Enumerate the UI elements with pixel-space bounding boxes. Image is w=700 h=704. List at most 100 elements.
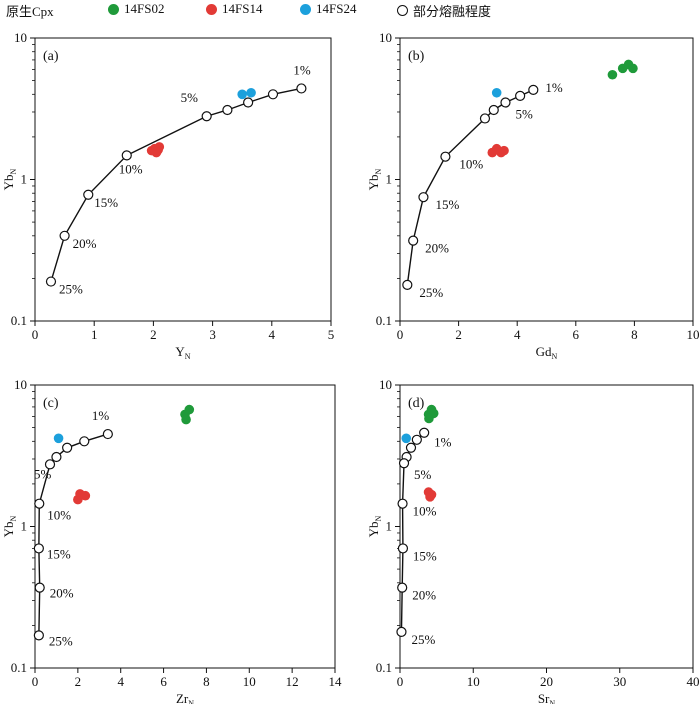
melting-label: 25% bbox=[49, 633, 73, 648]
x-tick-label: 10 bbox=[243, 674, 256, 689]
melting-curve-line bbox=[50, 87, 302, 282]
melting-label: 25% bbox=[411, 632, 435, 647]
melting-point bbox=[243, 97, 254, 108]
data-point-14fs24 bbox=[53, 433, 64, 444]
legend-item-14fs02: 14FS02 bbox=[108, 1, 164, 17]
x-tick-label: 20 bbox=[540, 674, 553, 689]
x-axis-title: ZrN bbox=[176, 691, 194, 704]
data-point-14fs02 bbox=[424, 413, 434, 424]
melting-point bbox=[79, 436, 90, 447]
legend-item-label: 14FS02 bbox=[124, 1, 165, 16]
y-tick-label: 0.1 bbox=[11, 660, 27, 675]
melting-point bbox=[479, 113, 491, 124]
x-tick-label: 4 bbox=[514, 327, 521, 342]
y-tick-label: 10 bbox=[14, 377, 27, 392]
melting-label: 10% bbox=[119, 161, 143, 176]
red-dot-icon bbox=[206, 3, 217, 15]
x-axis-title: GdN bbox=[536, 344, 558, 361]
melting-point bbox=[528, 84, 539, 95]
chart-panel: 0 2 4 6 8 10 12 14 0.1 1 10 (c) ZrN YbN 1% 5% 10% 15% 20% 2… bbox=[1, 377, 342, 704]
data-point-14fs02 bbox=[184, 404, 195, 415]
plot-frame bbox=[399, 384, 694, 669]
melting-point bbox=[396, 626, 407, 637]
data-point-14fs14 bbox=[153, 145, 163, 155]
x-tick-label: 8 bbox=[203, 674, 210, 689]
x-tick-label: 2 bbox=[75, 674, 82, 689]
y-tick-label: 0.1 bbox=[376, 313, 392, 328]
melting-label: 20% bbox=[412, 588, 436, 603]
melting-label: 15% bbox=[94, 195, 118, 210]
melting-point bbox=[267, 89, 279, 100]
melting-point bbox=[45, 276, 57, 287]
y-tick-label: 1 bbox=[386, 172, 393, 187]
data-point-14fs14 bbox=[499, 145, 509, 156]
melting-point bbox=[500, 97, 511, 108]
y-axis-title: YbN bbox=[1, 168, 18, 190]
melting-curve-line bbox=[406, 89, 534, 285]
melting-point bbox=[59, 230, 70, 241]
y-tick-label: 0.1 bbox=[376, 660, 392, 675]
melting-label: 15% bbox=[413, 548, 437, 563]
melting-point bbox=[34, 498, 45, 509]
legend-cpx-text: 原生Cpx bbox=[6, 4, 54, 19]
melting-label: 10% bbox=[47, 508, 71, 523]
melting-point bbox=[488, 104, 499, 116]
x-tick-label: 3 bbox=[209, 327, 216, 342]
plot-frame bbox=[34, 37, 332, 322]
x-tick-label: 10 bbox=[687, 327, 700, 342]
melting-label: 10% bbox=[459, 157, 483, 172]
x-tick-label: 0 bbox=[32, 674, 39, 689]
y-tick-label: 1 bbox=[21, 519, 28, 534]
data-point-14fs14 bbox=[80, 490, 91, 501]
x-tick-label: 14 bbox=[329, 674, 343, 689]
green-dot-icon bbox=[108, 3, 119, 15]
melting-point bbox=[398, 458, 410, 469]
y-tick-label: 0.1 bbox=[11, 313, 27, 328]
legend-cpx-label: 原生Cpx bbox=[6, 1, 54, 20]
melting-label: 25% bbox=[419, 285, 443, 300]
melting-label: 1% bbox=[434, 435, 452, 450]
panel-label: (a) bbox=[43, 49, 59, 64]
melting-label: 25% bbox=[59, 282, 83, 297]
y-tick-label: 1 bbox=[386, 519, 393, 534]
y-tick-label: 10 bbox=[379, 30, 392, 45]
data-point-14fs02 bbox=[607, 69, 618, 80]
melting-label: 5% bbox=[515, 107, 533, 122]
x-tick-label: 30 bbox=[613, 674, 626, 689]
x-tick-label: 0 bbox=[32, 327, 39, 342]
melting-label: 20% bbox=[73, 236, 97, 251]
data-point-14fs24 bbox=[401, 433, 412, 444]
melting-point bbox=[62, 442, 73, 453]
y-tick-label: 10 bbox=[14, 30, 27, 45]
blue-dot-icon bbox=[300, 3, 311, 15]
melting-label: 20% bbox=[425, 241, 449, 256]
chart-panel: 0 10 20 30 40 0.1 1 10 (d) SrN YbN 1% 5% 10% 15% 20% 25% bbox=[366, 377, 700, 704]
data-point-14fs24 bbox=[491, 87, 502, 98]
x-tick-label: 4 bbox=[117, 674, 124, 689]
chart-panel: 0 1 2 3 4 5 0.1 1 10 (a) YN YbN 1% 5% 10% 15% 20% 25% bbox=[1, 30, 334, 361]
x-tick-label: 8 bbox=[631, 327, 638, 342]
melting-point bbox=[51, 451, 62, 463]
melting-label: 15% bbox=[47, 546, 71, 561]
x-tick-label: 6 bbox=[573, 327, 580, 342]
x-tick-label: 0 bbox=[397, 327, 404, 342]
y-axis-title: YbN bbox=[366, 168, 383, 190]
melting-label: 10% bbox=[413, 504, 437, 519]
x-tick-label: 12 bbox=[286, 674, 299, 689]
melting-point bbox=[440, 151, 451, 162]
x-tick-label: 2 bbox=[455, 327, 462, 342]
y-axis-title: YbN bbox=[366, 515, 383, 537]
melting-point bbox=[418, 192, 429, 203]
legend-item-label: 部分熔融程度 bbox=[413, 4, 492, 19]
melting-point bbox=[222, 104, 233, 116]
melting-point bbox=[397, 498, 408, 509]
legend-item-label: 14FS14 bbox=[222, 1, 263, 16]
open-circle-icon bbox=[397, 5, 408, 16]
legend: 原生Cpx 14FS02 14FS14 14FS24 部分熔融程度 bbox=[0, 0, 700, 20]
melting-point bbox=[201, 111, 212, 122]
melting-label: 1% bbox=[293, 62, 311, 77]
panel-label: (d) bbox=[408, 396, 425, 411]
melting-point bbox=[33, 543, 44, 554]
melting-label: 5% bbox=[181, 90, 199, 105]
